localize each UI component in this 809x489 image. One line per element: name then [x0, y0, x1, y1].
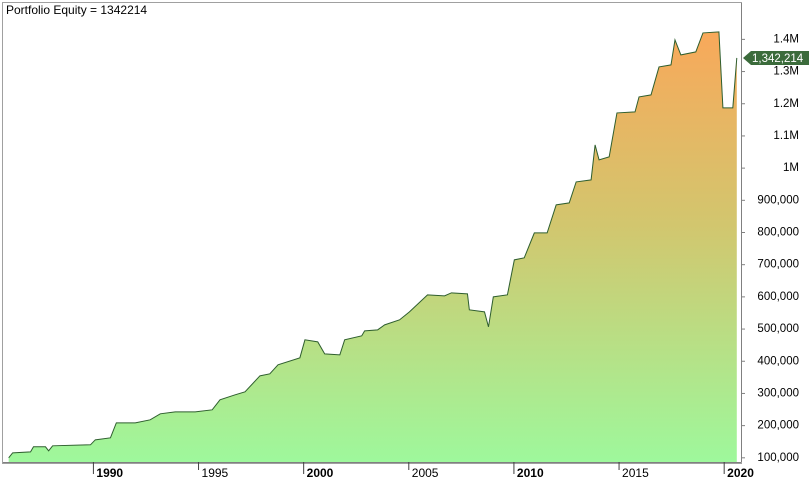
- x-tick-label: 2010: [517, 466, 544, 480]
- y-tick-label: 400,000: [757, 355, 799, 367]
- x-tick-label: 2005: [412, 466, 439, 480]
- y-tick-label: 300,000: [757, 387, 799, 399]
- y-tick-label: 1M: [783, 162, 799, 174]
- equity-line: [8, 31, 738, 459]
- badge-label: 1,342,214: [752, 53, 804, 65]
- x-tick-label: 2000: [307, 466, 334, 480]
- y-tick-label: 900,000: [757, 194, 799, 206]
- y-tick-label: 200,000: [757, 420, 799, 432]
- chart-title: Portfolio Equity = 1342214: [6, 3, 147, 17]
- x-tick-label: 1990: [96, 466, 123, 480]
- x-tick-label: 1995: [202, 466, 229, 480]
- y-tick-label: 1.4M: [773, 33, 799, 45]
- y-tick-label: 800,000: [757, 227, 799, 239]
- y-tick-label: 500,000: [757, 323, 799, 335]
- y-tick-label: 100,000: [757, 452, 799, 464]
- equity-area: [8, 31, 737, 463]
- badge-shape: [743, 50, 809, 65]
- last-value-badge: 1,342,214: [743, 50, 809, 65]
- y-tick-label: 1.2M: [773, 98, 799, 110]
- x-tick-label: 2020: [727, 466, 754, 480]
- y-tick-label: 700,000: [757, 259, 799, 271]
- y-tick-label: 600,000: [757, 291, 799, 303]
- y-tick-label: 1.1M: [773, 130, 799, 142]
- x-tick-label: 2015: [622, 466, 649, 480]
- y-tick-label: 1.3M: [773, 66, 799, 78]
